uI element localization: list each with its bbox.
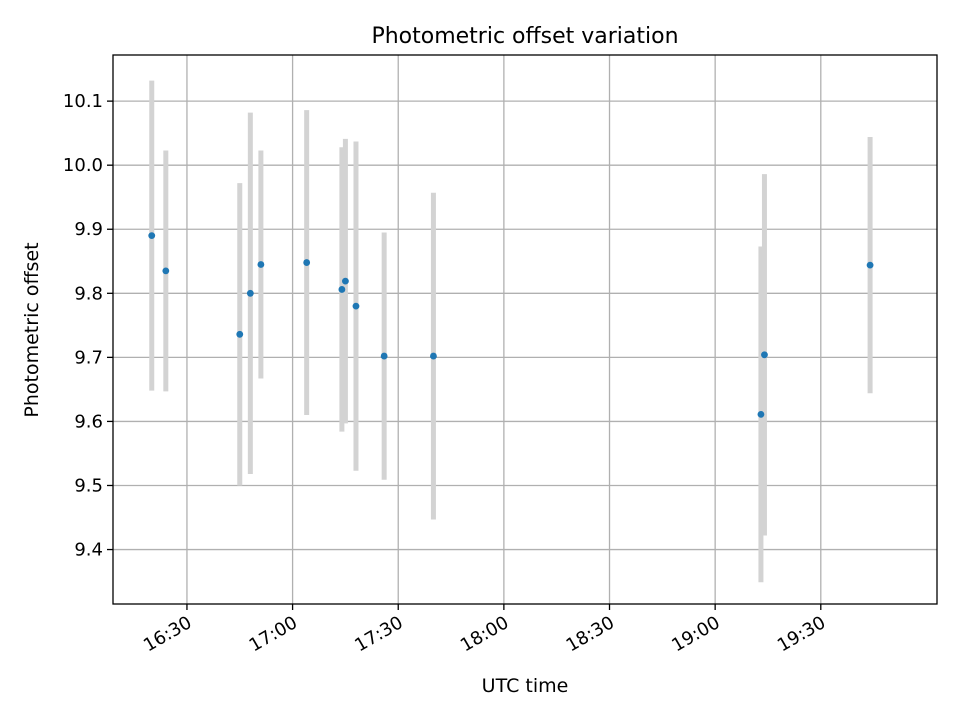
y-tick-label: 10.0 xyxy=(63,155,103,176)
data-point xyxy=(380,352,388,360)
x-tick-label: 18:30 xyxy=(563,612,618,656)
y-tick-label: 9.6 xyxy=(74,411,103,432)
data-point xyxy=(148,232,156,240)
data-point xyxy=(757,410,765,418)
data-point xyxy=(352,302,360,310)
y-tick-label: 9.5 xyxy=(74,475,103,496)
y-tick-label: 9.7 xyxy=(74,347,103,368)
y-axis-label: Photometric offset xyxy=(21,242,43,417)
grid xyxy=(113,55,937,604)
data-point xyxy=(162,267,170,275)
plot-frame xyxy=(112,54,938,605)
data-point xyxy=(246,289,254,297)
y-tick-label: 9.8 xyxy=(74,283,103,304)
data-point xyxy=(342,277,349,285)
x-axis-ticks: 16:30 17:00 17:30 18:00 18:30 19:00 19:30 xyxy=(140,604,829,656)
data-point xyxy=(430,352,437,360)
y-axis-ticks: 9.4 9.5 9.6 9.7 9.8 9.9 10.0 10.1 xyxy=(63,91,113,561)
y-tick-label: 10.1 xyxy=(63,91,103,112)
x-tick-label: 17:00 xyxy=(246,612,301,656)
data-point xyxy=(303,259,311,266)
y-tick-label: 9.4 xyxy=(74,540,103,561)
data-point xyxy=(866,261,874,269)
data-points xyxy=(148,232,874,418)
x-axis-label: UTC time xyxy=(482,675,569,697)
chart-title: Photometric offset variation xyxy=(371,24,678,49)
y-tick-label: 9.9 xyxy=(74,219,103,240)
x-tick-label: 18:00 xyxy=(457,612,512,656)
data-point xyxy=(761,351,768,359)
x-tick-label: 19:30 xyxy=(774,612,829,656)
x-tick-label: 19:00 xyxy=(668,612,723,656)
data-point xyxy=(236,330,244,338)
data-point xyxy=(257,261,265,268)
error-bars xyxy=(149,80,873,583)
x-tick-label: 16:30 xyxy=(140,612,195,656)
x-tick-label: 17:30 xyxy=(351,612,406,656)
data-point xyxy=(338,286,346,293)
